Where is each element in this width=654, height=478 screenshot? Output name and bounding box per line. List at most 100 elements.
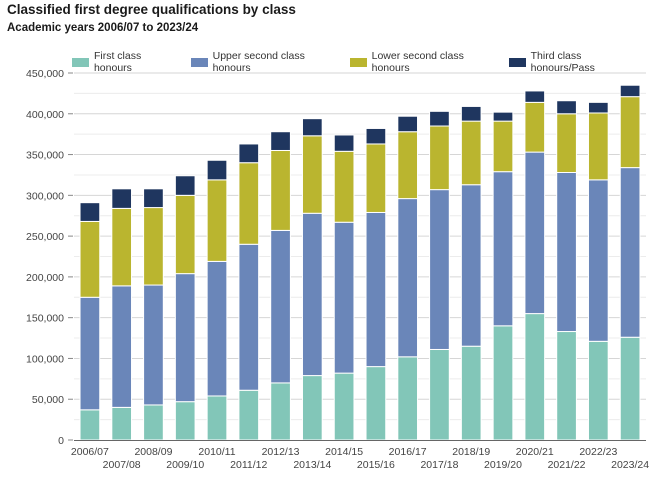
bar-segment-third-class-honours-pass-2021-22 bbox=[556, 100, 577, 115]
x-tick-label: 2010/11 bbox=[198, 446, 235, 458]
y-tick-label: 100,000 bbox=[26, 353, 64, 365]
legend-item-third[interactable]: Third class honours/Pass bbox=[508, 50, 636, 74]
y-tick-label: 200,000 bbox=[26, 272, 64, 284]
bar-segment-lower-second-class-honours-2007-08 bbox=[111, 207, 133, 287]
bar-segment-upper-second-class-honours-2020-21 bbox=[524, 151, 546, 315]
bar-segment-third-class-honours-pass-2012-13 bbox=[270, 131, 291, 151]
x-tick-label: 2009/10 bbox=[166, 459, 204, 471]
x-tick-label: 2022/23 bbox=[579, 446, 617, 458]
bar-segment-lower-second-class-honours-2022-23 bbox=[587, 112, 609, 181]
bar-segment-upper-second-class-honours-2021-22 bbox=[556, 171, 577, 333]
y-tick-label: 50,000 bbox=[32, 394, 64, 406]
x-tick-label: 2007/08 bbox=[103, 459, 141, 471]
y-tick-label: 0 bbox=[58, 435, 64, 447]
bar-segment-upper-second-class-honours-2022-23 bbox=[587, 179, 609, 342]
legend-label-first: First class honours bbox=[93, 50, 142, 74]
x-tick-label: 2020/21 bbox=[516, 446, 554, 458]
bar-segment-first-class-honours-2014-15 bbox=[333, 372, 355, 441]
bar-segment-upper-second-class-honours-2019-20 bbox=[492, 171, 514, 327]
bar-segment-third-class-honours-pass-2013-14 bbox=[301, 118, 323, 137]
bar-segment-third-class-honours-pass-2019-20 bbox=[492, 111, 514, 122]
x-tick-label: 2023/24 bbox=[611, 459, 649, 471]
bar-segment-upper-second-class-honours-2017-18 bbox=[429, 189, 450, 350]
legend-item-upper-second[interactable]: Upper second class honours bbox=[190, 50, 332, 74]
bar-segment-upper-second-class-honours-2023-24 bbox=[619, 167, 641, 338]
legend-swatch-first bbox=[72, 57, 89, 67]
bar-segment-first-class-honours-2011-12 bbox=[238, 389, 260, 441]
bar-segment-first-class-honours-2022-23 bbox=[587, 340, 609, 441]
bar-segment-first-class-honours-2020-21 bbox=[524, 313, 546, 441]
bar-segment-third-class-honours-pass-2010-11 bbox=[206, 159, 228, 181]
legend-swatch-lower-second bbox=[349, 57, 367, 67]
x-tick-label: 2008/09 bbox=[134, 446, 172, 458]
bar-segment-third-class-honours-pass-2015-16 bbox=[365, 127, 387, 145]
bar-segment-upper-second-class-honours-2015-16 bbox=[365, 211, 387, 368]
bar-segment-first-class-honours-2007-08 bbox=[111, 406, 133, 441]
bar-segment-upper-second-class-honours-2018-19 bbox=[460, 184, 482, 347]
bar-segment-lower-second-class-honours-2013-14 bbox=[301, 135, 323, 214]
bar-segment-first-class-honours-2006-07 bbox=[79, 409, 101, 441]
bar-segment-lower-second-class-honours-2010-11 bbox=[206, 179, 228, 262]
bar-segment-third-class-honours-pass-2022-23 bbox=[587, 101, 609, 114]
bar-segment-lower-second-class-honours-2023-24 bbox=[619, 96, 641, 169]
bar-segment-upper-second-class-honours-2014-15 bbox=[333, 221, 355, 374]
x-tick-label: 2014/15 bbox=[325, 446, 363, 458]
bar-segment-upper-second-class-honours-2008-09 bbox=[143, 284, 164, 406]
x-tick-label: 2015/16 bbox=[357, 459, 395, 471]
x-tick-label: 2019/20 bbox=[484, 459, 522, 471]
x-tick-label: 2012/13 bbox=[262, 446, 300, 458]
bar-segment-lower-second-class-honours-2019-20 bbox=[492, 120, 514, 173]
legend: First class honours Upper second class h… bbox=[72, 50, 654, 74]
bar-segment-first-class-honours-2021-22 bbox=[556, 331, 577, 441]
bar-segment-third-class-honours-pass-2007-08 bbox=[111, 188, 133, 209]
bar-segment-first-class-honours-2017-18 bbox=[429, 348, 450, 441]
bar-segment-upper-second-class-honours-2016-17 bbox=[397, 198, 419, 358]
bar-segment-first-class-honours-2013-14 bbox=[301, 375, 323, 441]
bar-segment-upper-second-class-honours-2013-14 bbox=[301, 212, 323, 377]
bar-segment-first-class-honours-2015-16 bbox=[365, 366, 387, 441]
y-tick-label: 450,000 bbox=[26, 68, 64, 80]
bar-segment-lower-second-class-honours-2020-21 bbox=[524, 101, 546, 153]
bar-segment-lower-second-class-honours-2017-18 bbox=[429, 125, 450, 191]
legend-item-lower-second[interactable]: Lower second class honours bbox=[349, 50, 491, 74]
bar-segment-upper-second-class-honours-2007-08 bbox=[111, 285, 133, 408]
bar-segment-lower-second-class-honours-2015-16 bbox=[365, 143, 387, 213]
chart-title: Classified first degree qualifications b… bbox=[7, 2, 296, 17]
bar-segment-first-class-honours-2023-24 bbox=[619, 336, 641, 441]
y-tick-label: 250,000 bbox=[26, 231, 64, 243]
bar-segment-lower-second-class-honours-2008-09 bbox=[143, 207, 164, 286]
bar-segment-third-class-honours-pass-2016-17 bbox=[397, 115, 419, 133]
bar-segment-upper-second-class-honours-2010-11 bbox=[206, 260, 228, 397]
x-tick-label: 2011/12 bbox=[230, 459, 267, 471]
y-tick-label: 150,000 bbox=[26, 313, 64, 325]
bar-segment-lower-second-class-honours-2021-22 bbox=[556, 113, 577, 173]
x-tick-label: 2017/18 bbox=[420, 459, 458, 471]
bar-segment-first-class-honours-2008-09 bbox=[143, 404, 164, 441]
bar-segment-third-class-honours-pass-2011-12 bbox=[238, 143, 260, 164]
bar-segment-first-class-honours-2009-10 bbox=[174, 401, 196, 441]
bar-segment-third-class-honours-pass-2020-21 bbox=[524, 90, 546, 103]
bar-segment-third-class-honours-pass-2009-10 bbox=[174, 175, 196, 196]
y-tick-label: 300,000 bbox=[26, 190, 64, 202]
bar-segment-upper-second-class-honours-2011-12 bbox=[238, 243, 260, 391]
x-tick-label: 2021/22 bbox=[548, 459, 586, 471]
legend-item-first[interactable]: First class honours bbox=[72, 50, 173, 74]
bar-segment-third-class-honours-pass-2014-15 bbox=[333, 134, 355, 152]
legend-swatch-third bbox=[508, 57, 526, 67]
bar-segment-third-class-honours-pass-2006-07 bbox=[79, 202, 101, 222]
bar-segment-lower-second-class-honours-2011-12 bbox=[238, 162, 260, 245]
bar-segment-lower-second-class-honours-2018-19 bbox=[460, 120, 482, 186]
x-tick-label: 2018/19 bbox=[452, 446, 490, 458]
bar-segment-lower-second-class-honours-2016-17 bbox=[397, 131, 419, 200]
bar-segment-upper-second-class-honours-2006-07 bbox=[79, 296, 101, 411]
legend-label-upper-second: Upper second class honours bbox=[212, 50, 305, 74]
chart-subtitle: Academic years 2006/07 to 2023/24 bbox=[7, 22, 199, 34]
bar-segment-upper-second-class-honours-2009-10 bbox=[174, 273, 196, 403]
bar-segment-third-class-honours-pass-2018-19 bbox=[460, 105, 482, 122]
bar-segment-first-class-honours-2016-17 bbox=[397, 356, 419, 441]
x-tick-label: 2016/17 bbox=[389, 446, 427, 458]
y-tick-label: 350,000 bbox=[26, 150, 64, 162]
bar-segment-third-class-honours-pass-2008-09 bbox=[143, 188, 164, 209]
legend-swatch-upper-second bbox=[190, 57, 208, 67]
